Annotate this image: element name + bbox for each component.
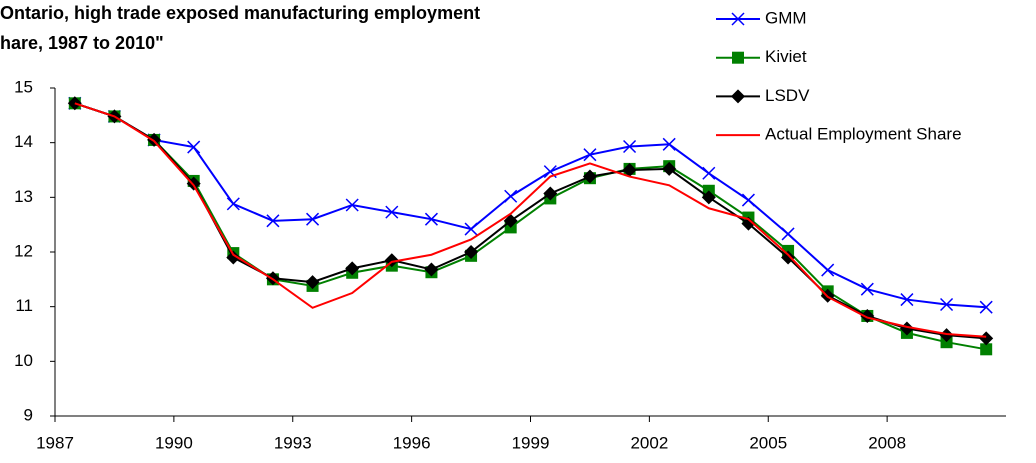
x-tick-label: 1999 <box>512 433 550 452</box>
marker <box>226 250 241 265</box>
marker <box>662 137 676 151</box>
marker <box>623 139 637 154</box>
marker <box>980 343 993 356</box>
marker <box>860 308 875 323</box>
legend-label: Actual Employment Share <box>765 125 962 144</box>
marker <box>662 161 677 176</box>
marker <box>731 12 745 26</box>
marker <box>979 331 994 346</box>
chart-title: Ontario, high trade exposed manufacturin… <box>0 3 480 23</box>
legend-label: LSDV <box>765 86 810 105</box>
marker <box>821 263 835 277</box>
marker <box>731 89 745 104</box>
marker <box>940 336 953 349</box>
y-tick-label: 15 <box>14 77 33 96</box>
marker <box>622 163 637 177</box>
y-tick-label: 12 <box>14 241 33 260</box>
x-tick-label: 1996 <box>393 433 431 452</box>
marker <box>266 214 280 228</box>
marker <box>583 148 597 162</box>
marker <box>940 297 954 312</box>
y-tick-label: 10 <box>14 351 33 370</box>
marker <box>345 198 359 212</box>
marker <box>306 212 320 226</box>
marker <box>899 321 914 336</box>
marker <box>305 275 320 290</box>
series-line <box>74 102 987 338</box>
marker <box>424 212 438 226</box>
marker <box>781 227 795 241</box>
marker <box>464 245 479 259</box>
marker <box>979 300 993 314</box>
marker <box>701 190 716 205</box>
marker <box>741 193 755 207</box>
marker <box>345 261 360 276</box>
y-tick-label: 11 <box>15 296 33 315</box>
x-tick-label: 2008 <box>868 433 906 452</box>
marker <box>741 216 756 231</box>
legend-label: Kiviet <box>765 47 807 66</box>
chart-title: hare, 1987 to 2010" <box>0 33 164 53</box>
x-tick-label: 2002 <box>630 433 668 452</box>
marker <box>781 250 796 265</box>
y-tick-label: 13 <box>14 187 33 206</box>
x-tick-label: 2005 <box>749 433 787 452</box>
x-tick-label: 1987 <box>36 433 74 452</box>
marker <box>702 166 716 180</box>
marker <box>543 186 558 201</box>
marker <box>900 293 914 307</box>
marker <box>385 205 399 219</box>
y-tick-label: 14 <box>14 132 33 151</box>
marker <box>464 222 478 236</box>
marker <box>582 169 597 184</box>
marker <box>860 282 874 296</box>
marker <box>187 140 201 154</box>
marker <box>503 213 518 228</box>
series-line <box>74 102 987 309</box>
marker <box>504 189 518 203</box>
marker <box>226 197 240 211</box>
marker <box>424 262 439 277</box>
marker <box>732 51 744 64</box>
x-tick-label: 1993 <box>274 433 312 452</box>
marker <box>939 328 954 343</box>
y-tick-label: 9 <box>24 405 33 424</box>
legend-label: GMM <box>765 8 807 27</box>
x-tick-label: 1990 <box>155 433 193 452</box>
